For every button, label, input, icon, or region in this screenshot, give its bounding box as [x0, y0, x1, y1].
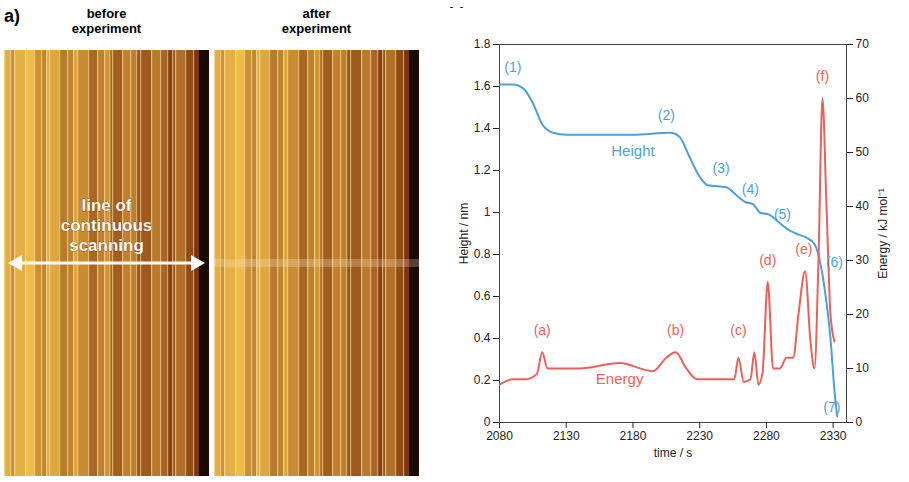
svg-text:1.6: 1.6	[474, 79, 491, 93]
svg-text:1.2: 1.2	[474, 163, 491, 177]
svg-text:(f): (f)	[816, 68, 829, 84]
svg-text:0.8: 0.8	[474, 247, 491, 261]
svg-text:1: 1	[484, 205, 491, 219]
svg-text:0: 0	[484, 415, 491, 429]
svg-text:(7): (7)	[823, 399, 840, 415]
svg-text:Energy / kJ mol⁻¹: Energy / kJ mol⁻¹	[876, 188, 890, 279]
svg-text:2080: 2080	[486, 429, 513, 443]
svg-text:line ofcontinuousscanning: line ofcontinuousscanning	[61, 196, 153, 255]
svg-text:10: 10	[856, 361, 870, 375]
svg-text:0.6: 0.6	[474, 289, 491, 303]
svg-text:afterexperiment: afterexperiment	[282, 6, 352, 36]
svg-text:2130: 2130	[553, 429, 580, 443]
svg-text:20: 20	[856, 307, 870, 321]
svg-text:Height: Height	[611, 142, 655, 159]
svg-text:0.2: 0.2	[474, 373, 491, 387]
html-text:b): b)	[449, 4, 466, 24]
svg-text:beforeexperiment: beforeexperiment	[72, 6, 142, 36]
svg-text:Height / nm: Height / nm	[457, 203, 471, 264]
svg-text:70: 70	[856, 37, 870, 51]
svg-text:a): a)	[4, 6, 20, 26]
svg-text:(4): (4)	[742, 181, 759, 197]
svg-text:(5): (5)	[774, 206, 791, 222]
svg-text:(e): (e)	[795, 241, 812, 257]
svg-text:60: 60	[856, 91, 870, 105]
svg-text:(b): (b)	[667, 322, 684, 338]
svg-text:50: 50	[856, 145, 870, 159]
svg-text:1.8: 1.8	[474, 37, 491, 51]
svg-text:1.4: 1.4	[474, 121, 491, 135]
svg-text:2280: 2280	[753, 429, 780, 443]
svg-text:Energy: Energy	[596, 370, 644, 387]
svg-text:0: 0	[856, 415, 863, 429]
svg-text:2180: 2180	[620, 429, 647, 443]
svg-text:0.4: 0.4	[474, 331, 491, 345]
svg-text:2330: 2330	[820, 429, 847, 443]
svg-text:30: 30	[856, 253, 870, 267]
svg-text:(a): (a)	[534, 322, 551, 338]
svg-text:(d): (d)	[759, 252, 776, 268]
svg-text:time / s: time / s	[654, 446, 693, 460]
svg-text:(2): (2)	[658, 107, 675, 123]
svg-text:40: 40	[856, 199, 870, 213]
svg-text:(1): (1)	[504, 59, 521, 75]
svg-text:(c): (c)	[730, 322, 746, 338]
svg-text:2230: 2230	[686, 429, 713, 443]
svg-text:(6): (6)	[826, 254, 843, 270]
svg-text:(3): (3)	[712, 160, 729, 176]
